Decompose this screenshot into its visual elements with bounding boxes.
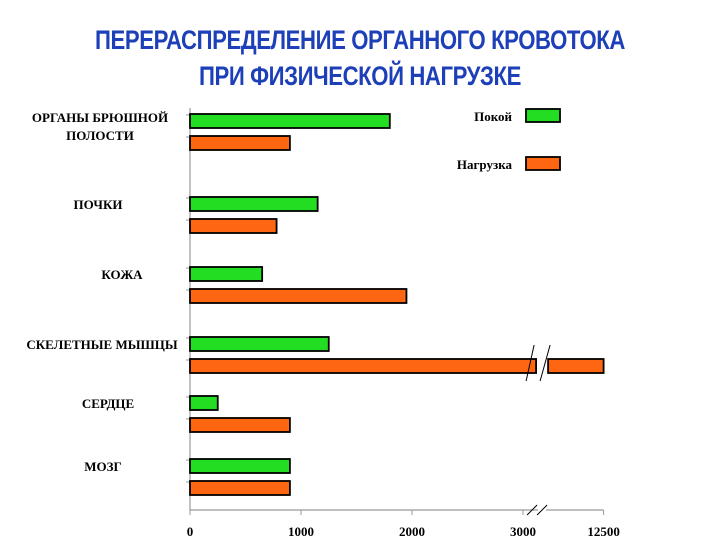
legend-swatch [525,156,561,171]
category-label: ПОЛОСТИ [66,128,134,143]
x-tick-label: 0 [187,524,194,539]
category-label: СЕРДЦЕ [82,396,134,411]
x-tick-label: 3000 [510,524,536,539]
category-label: СКЕЛЕТНЫЕ МЫШЦЫ [26,337,178,352]
bar [189,218,278,234]
category-label: ОРГАНЫ БРЮШНОЙ [32,110,168,125]
chart-title-line-2: ПРИ ФИЗИЧЕСКОЙ НАГРУЗКЕ [199,61,521,91]
bar [189,336,330,352]
bar [189,288,408,304]
axis-break-mark [525,344,535,382]
bar [547,358,605,374]
bar [189,358,538,374]
category-label: МОЗГ [84,459,122,474]
bar [189,266,264,282]
bar [189,395,219,411]
category-label: КОЖА [101,267,143,282]
legend-label: Покой [474,109,512,124]
x-tick-label: 12500 [587,524,620,539]
axis-break-mark [536,504,548,516]
axis-break-mark [539,344,551,382]
category-label: ПОЧКИ [74,197,123,212]
bar [189,480,291,496]
bar [189,113,391,129]
legend-swatch [525,108,561,123]
bar [189,417,291,433]
bar [189,135,291,151]
axis-break-mark [526,504,538,516]
chart-title: ПЕРЕРАСПРЕДЕЛЕНИЕ ОРГАННОГО КРОВОТОКА ПР… [0,22,720,94]
bar [189,458,291,474]
x-tick-label: 1000 [288,524,314,539]
legend-label: Нагрузка [457,157,513,172]
x-tick-label: 2000 [399,524,425,539]
chart-title-line-1: ПЕРЕРАСПРЕДЕЛЕНИЕ ОРГАННОГО КРОВОТОКА [95,25,625,55]
bar [189,196,319,212]
